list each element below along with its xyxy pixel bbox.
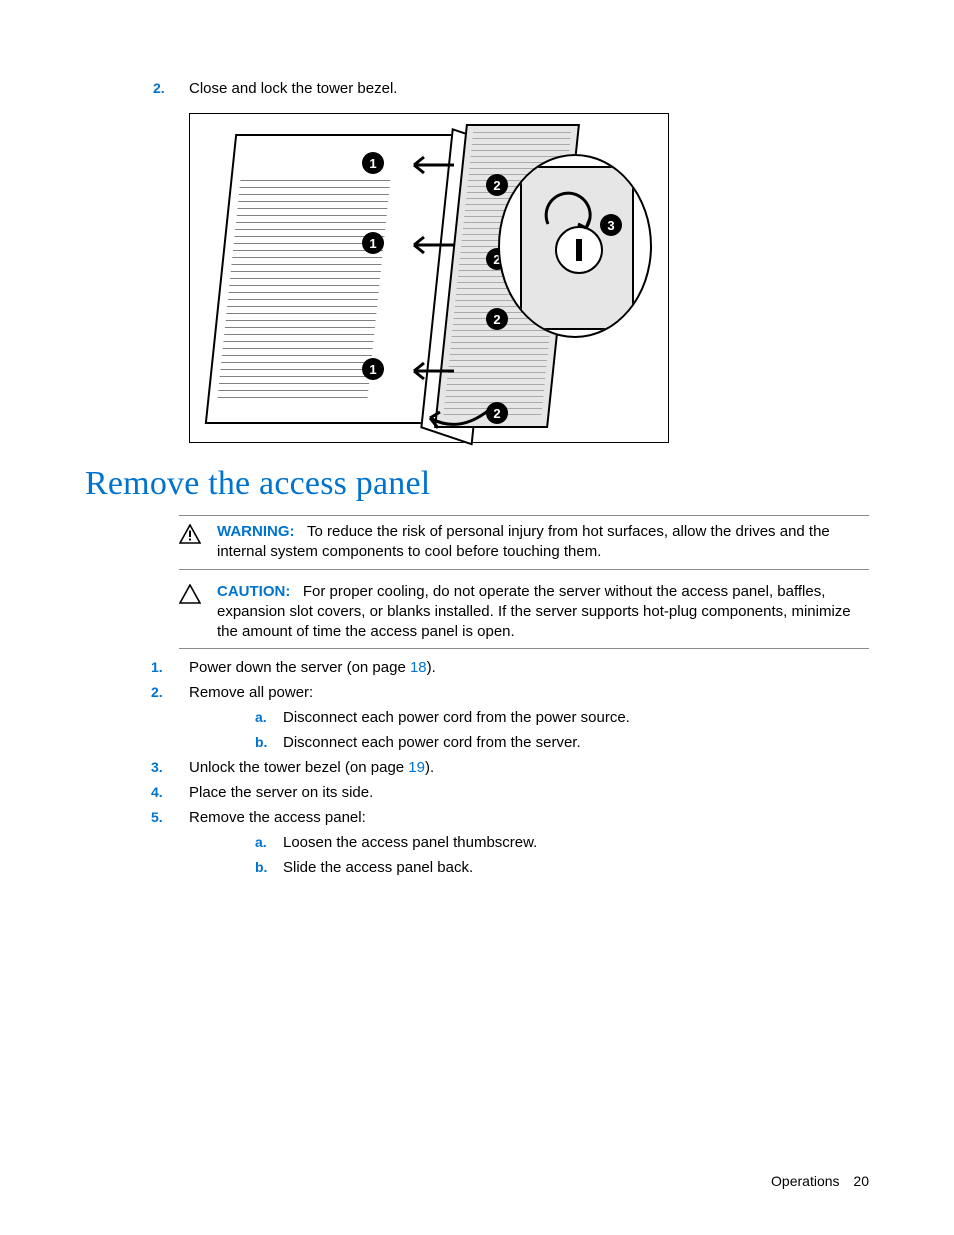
arrow-icon: [398, 154, 454, 176]
substep-2a: a. Disconnect each power cord from the p…: [255, 709, 869, 726]
callout-1b: 1: [362, 232, 384, 254]
footer-page-number: 20: [853, 1173, 869, 1189]
step-number: 5.: [151, 809, 189, 825]
page-ref-link[interactable]: 18: [410, 659, 427, 676]
step-text: Close and lock the tower bezel.: [189, 80, 397, 97]
caution-notice: CAUTION: For proper cooling, do not oper…: [179, 576, 869, 650]
substep-text: Disconnect each power cord from the powe…: [283, 709, 630, 726]
step-text: Unlock the tower bezel (on page 19).: [189, 759, 434, 776]
substep-text: Disconnect each power cord from the serv…: [283, 734, 581, 751]
substep-letter: a.: [255, 709, 283, 725]
section-heading: Remove the access panel: [85, 465, 869, 503]
footer-section: Operations: [771, 1173, 839, 1189]
warning-icon: [179, 522, 217, 563]
warning-label: WARNING:: [217, 523, 295, 540]
caution-label: CAUTION:: [217, 583, 290, 600]
substep-letter: a.: [255, 834, 283, 850]
bezel-reinstall-figure: 1 2 1 2 2 1 2 3: [189, 113, 669, 443]
step-number: 1.: [151, 659, 189, 675]
callout-2a: 2: [486, 174, 508, 196]
curved-arrow-icon: [424, 404, 494, 434]
caution-body: [295, 583, 303, 600]
step-number: 4.: [151, 784, 189, 800]
step-1: 1. Power down the server (on page 18).: [151, 659, 869, 676]
step-text: Place the server on its side.: [189, 784, 373, 801]
warning-text: WARNING: To reduce the risk of personal …: [217, 522, 869, 563]
step-text: Remove all power:: [189, 684, 313, 701]
caution-text: CAUTION: For proper cooling, do not oper…: [217, 582, 869, 643]
callout-2c: 2: [486, 308, 508, 330]
manual-page: 2. Close and lock the tower bezel. 1 2 1…: [0, 0, 954, 1235]
substep-text: Loosen the access panel thumbscrew.: [283, 834, 537, 851]
procedure-steps: 1. Power down the server (on page 18). 2…: [151, 659, 869, 876]
callout-1c: 1: [362, 358, 384, 380]
step-number: 2.: [151, 684, 189, 700]
substep-text: Slide the access panel back.: [283, 859, 473, 876]
substep-letter: b.: [255, 859, 283, 875]
step-5-substeps: a. Loosen the access panel thumbscrew. b…: [255, 834, 869, 876]
step-number: 2.: [153, 80, 189, 96]
step-4: 4. Place the server on its side.: [151, 784, 869, 801]
substep-letter: b.: [255, 734, 283, 750]
step-number: 3.: [151, 759, 189, 775]
step-text: Remove the access panel:: [189, 809, 366, 826]
warning-notice: WARNING: To reduce the risk of personal …: [179, 515, 869, 570]
arrow-icon: [398, 360, 454, 382]
page-ref-link[interactable]: 19: [408, 759, 425, 776]
step-text: Power down the server (on page 18).: [189, 659, 436, 676]
arrow-icon: [398, 234, 454, 256]
continuation-step: 2. Close and lock the tower bezel.: [153, 80, 869, 97]
step-2-substeps: a. Disconnect each power cord from the p…: [255, 709, 869, 751]
substep-5a: a. Loosen the access panel thumbscrew.: [255, 834, 869, 851]
rotate-arrow-icon: [538, 184, 598, 244]
caution-icon: [179, 582, 217, 643]
callout-1a: 1: [362, 152, 384, 174]
substep-5b: b. Slide the access panel back.: [255, 859, 869, 876]
lock-inset: 3: [498, 154, 652, 338]
warning-body: [299, 523, 307, 540]
page-footer: Operations 20: [771, 1173, 869, 1189]
substep-2b: b. Disconnect each power cord from the s…: [255, 734, 869, 751]
step-2: 2. Remove all power:: [151, 684, 869, 701]
callout-3: 3: [600, 214, 622, 236]
step-5: 5. Remove the access panel:: [151, 809, 869, 826]
step-3: 3. Unlock the tower bezel (on page 19).: [151, 759, 869, 776]
